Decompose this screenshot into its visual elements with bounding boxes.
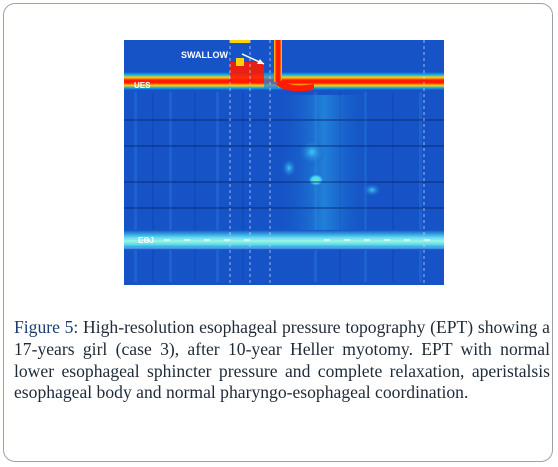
ues-label: UES	[134, 81, 151, 90]
pressure-blob	[281, 158, 297, 178]
egj-pressure-band	[124, 230, 444, 250]
egj-dots	[144, 239, 430, 241]
ues-pressure-band	[124, 72, 444, 90]
swallow-arrow-head	[257, 59, 264, 64]
swallow-spike-tail	[276, 80, 314, 92]
swallow-pressure-area	[230, 62, 264, 80]
swallow-pressure-area	[236, 58, 244, 66]
swallow-label: SWALLOW	[181, 50, 228, 60]
swallow-spike	[274, 40, 282, 82]
egj-label: EGJ	[138, 236, 154, 245]
figure-frame: SWALLOW UES EGJ Figure 5: High-resolutio…	[3, 3, 553, 462]
pressure-blob	[307, 173, 325, 187]
caption-text: High-resolution esophageal pressure topo…	[14, 317, 550, 403]
figure-label: Figure 5:	[14, 317, 79, 337]
sensor-lines	[124, 119, 444, 209]
figure-caption: Figure 5: High-resolution esophageal pre…	[14, 317, 550, 404]
sensor-lines-light	[124, 237, 444, 249]
swallow-marker	[230, 40, 250, 43]
time-markers	[229, 40, 425, 285]
pressure-blob	[362, 183, 382, 197]
pressure-blob	[298, 138, 326, 166]
ept-plot: SWALLOW UES EGJ	[124, 40, 444, 285]
